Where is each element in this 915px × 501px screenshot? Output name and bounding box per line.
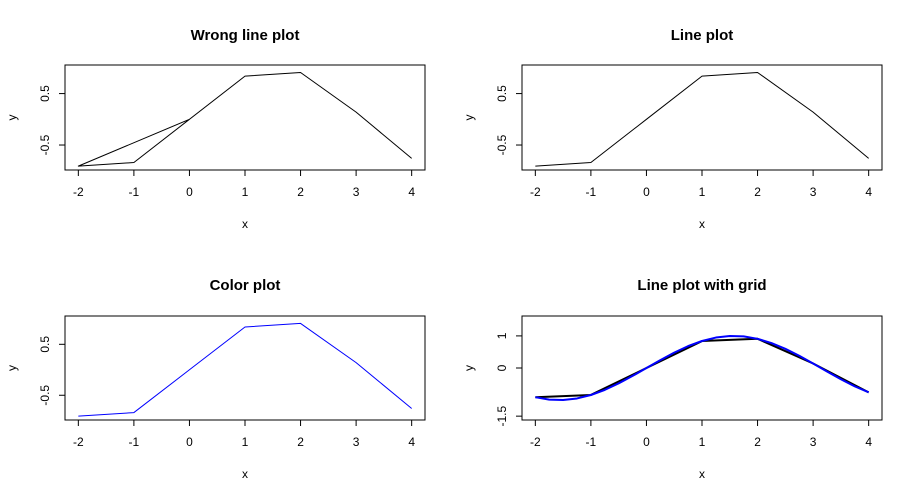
x-tick-label: 3: [810, 435, 817, 449]
y-tick-label: 0.5: [38, 336, 52, 353]
chart-panel-4: Line plot with grid -2 -1 0 1 2 3 4 -1.5 0 1 x y: [462, 277, 883, 481]
y-tick-label: -0.5: [495, 134, 509, 155]
y-tick-label: -0.5: [38, 385, 52, 406]
x-axis-label: x: [699, 217, 705, 231]
plot-frame: [64, 315, 426, 421]
x-tick-label: -2: [73, 185, 84, 199]
x-tick-label: 3: [353, 185, 360, 199]
y-tick-label: 0: [495, 364, 509, 371]
x-tick-label: -2: [73, 435, 84, 449]
y-axis-label: y: [5, 115, 19, 121]
series-line-1: [535, 337, 870, 399]
x-tick-label: -1: [586, 185, 597, 199]
plot-frame: [521, 64, 883, 171]
x-tick-label: 4: [408, 185, 415, 199]
chart-title: Color plot: [210, 277, 281, 294]
chart-panel-1: Wrong line plot -2 -1 0 1 2 3 4 -0.5 0.5 x y: [5, 27, 426, 231]
x-tick-label: 4: [865, 435, 872, 449]
x-tick-label: 1: [699, 435, 706, 449]
x-tick-label: 4: [408, 435, 415, 449]
x-tick-label: -2: [530, 185, 541, 199]
chart-title: Line plot: [671, 27, 734, 44]
x-tick-label: 1: [242, 185, 249, 199]
x-axis-label: x: [242, 217, 248, 231]
x-tick-label: 0: [186, 435, 193, 449]
x-tick-label: 0: [643, 435, 650, 449]
chart-panel-3: Color plot -2 -1 0 1 2 3 4 -0.5 0.5 x y: [5, 277, 426, 481]
series-line-1: [535, 71, 869, 167]
x-tick-label: 2: [297, 185, 304, 199]
chart-title: Line plot with grid: [637, 277, 766, 294]
x-tick-label: 0: [643, 185, 650, 199]
x-tick-label: 0: [186, 185, 193, 199]
x-tick-label: 2: [754, 185, 761, 199]
x-tick-label: 1: [242, 435, 249, 449]
x-axis-label: x: [242, 467, 248, 481]
y-tick-label: -1.5: [495, 405, 509, 426]
y-tick-label: 1: [495, 332, 509, 339]
y-tick-label: 0.5: [38, 85, 52, 102]
y-axis-label: y: [462, 115, 476, 121]
x-tick-label: -1: [129, 185, 140, 199]
plot-frame: [64, 64, 426, 171]
x-axis-label: x: [699, 467, 705, 481]
plot-frame: [521, 315, 883, 421]
y-tick-label: -0.5: [38, 134, 52, 155]
series-line-1: [77, 71, 412, 167]
x-tick-label: -2: [530, 435, 541, 449]
x-tick-label: 2: [297, 435, 304, 449]
x-tick-label: 1: [699, 185, 706, 199]
chart-panel-2: Line plot -2 -1 0 1 2 3 4 -0.5 0.5 x y: [462, 27, 883, 231]
x-tick-label: -1: [586, 435, 597, 449]
series-line-1: [78, 322, 412, 417]
chart-title: Wrong line plot: [191, 27, 300, 44]
y-axis-label: y: [462, 365, 476, 371]
series-line-2: [535, 335, 870, 401]
x-tick-label: 4: [865, 185, 872, 199]
x-tick-label: 3: [810, 185, 817, 199]
y-tick-label: 0.5: [495, 85, 509, 102]
x-tick-label: 2: [754, 435, 761, 449]
y-axis-label: y: [5, 365, 19, 371]
x-tick-label: -1: [129, 435, 140, 449]
x-tick-label: 3: [353, 435, 360, 449]
